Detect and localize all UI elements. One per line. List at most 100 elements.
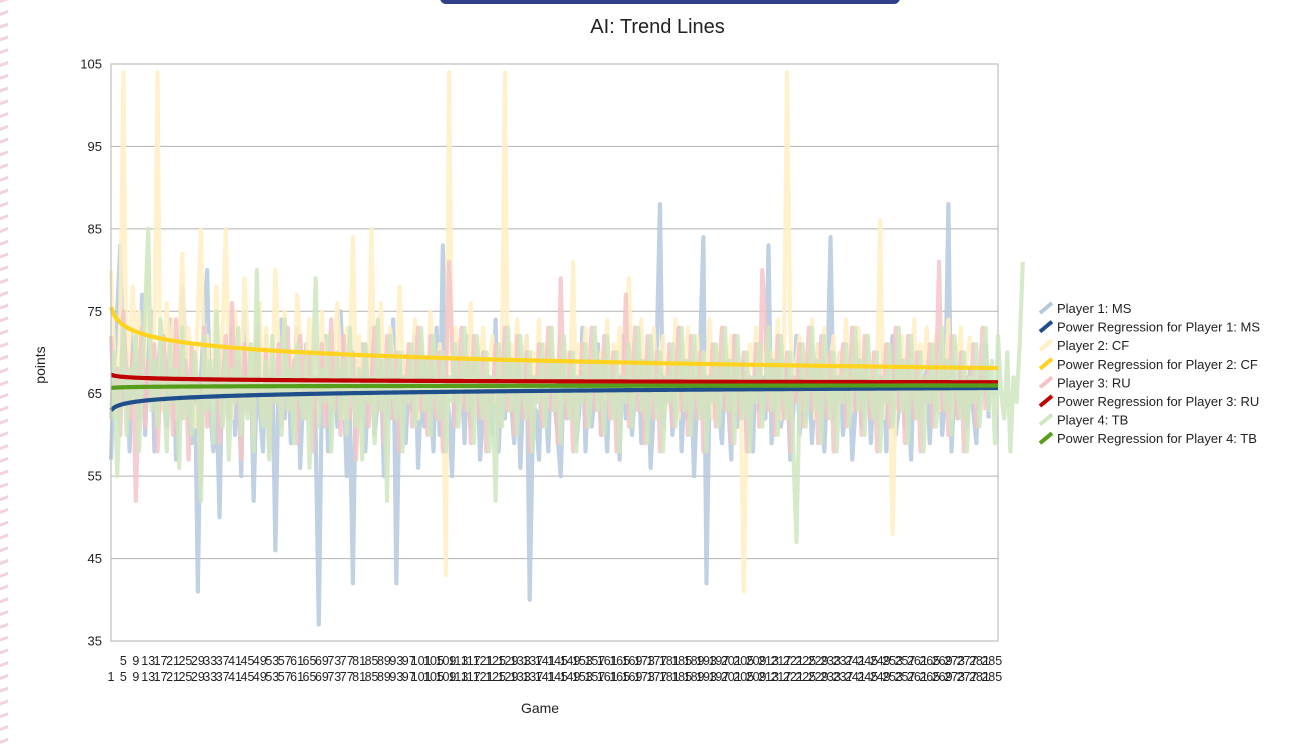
x-tick-label: 173 — [634, 670, 655, 684]
x-tick-label: 29 — [191, 654, 205, 668]
x-tick-label: 49 — [253, 670, 267, 684]
x-tick-label: 201 — [721, 654, 742, 668]
y-tick-label: 95 — [88, 139, 102, 154]
x-tick-label: 237 — [833, 670, 854, 684]
legend-entry-label: Player 2: CF — [1057, 338, 1129, 353]
trendline-2 — [109, 306, 999, 371]
x-tick-label: 73 — [327, 670, 341, 684]
x-tick-label: 157 — [584, 670, 605, 684]
chart-title: AI: Trend Lines — [590, 16, 725, 38]
x-tick-label: 109 — [436, 654, 457, 668]
x-tick-label: 97 — [402, 670, 416, 684]
x-tick-label: 1 — [108, 670, 115, 684]
x-tick-label: 93 — [389, 654, 403, 668]
x-tick-label: 145 — [547, 670, 568, 684]
x-tick-label: 145 — [547, 654, 568, 668]
x-tick-label: 277 — [957, 670, 978, 684]
x-tick-label: 277 — [957, 654, 978, 668]
x-tick-label: 285 — [981, 654, 1002, 668]
x-tick-label: 17 — [154, 654, 168, 668]
y-axis-title: points — [32, 346, 48, 383]
x-tick-label: 113 — [448, 654, 468, 668]
x-tick-label: 245 — [857, 670, 878, 684]
x-tick-label: 133 — [510, 654, 531, 668]
x-tick-label: 141 — [535, 670, 556, 684]
axes — [110, 64, 998, 642]
y-tick-label: 65 — [88, 386, 102, 401]
x-tick-label: 77 — [340, 654, 354, 668]
x-tick-label: 185 — [671, 670, 692, 684]
x-tick-label: 69 — [315, 654, 329, 668]
x-tick-label: 221 — [783, 670, 804, 684]
x-tick-label: 21 — [166, 654, 180, 668]
trendline-1 — [109, 385, 999, 412]
x-tick-label: 169 — [622, 670, 643, 684]
x-tick-label: 61 — [290, 654, 304, 668]
x-tick-label: 257 — [895, 670, 916, 684]
trendline-layer — [109, 306, 999, 412]
x-tick-label: 17 — [154, 670, 168, 684]
x-tick-label: 81 — [352, 654, 366, 668]
x-tick-label: 61 — [290, 670, 304, 684]
legend-swatch — [1038, 301, 1054, 315]
x-tick-label: 181 — [659, 654, 680, 668]
legend-entry-label: Power Regression for Player 4: TB — [1057, 431, 1257, 446]
x-tick-label: 273 — [944, 670, 965, 684]
x-tick-label: 57 — [278, 670, 292, 684]
legend-entry-label: Power Regression for Player 1: MS — [1057, 320, 1260, 335]
legend-entry-label: Player 1: MS — [1057, 301, 1132, 316]
x-tick-label: 209 — [746, 654, 767, 668]
x-tick-label: 185 — [671, 654, 692, 668]
legend-swatch — [1038, 394, 1054, 408]
legend-entry-label: Power Regression for Player 2: CF — [1057, 357, 1258, 372]
x-tick-label: 165 — [609, 670, 630, 684]
x-tick-label: 109 — [436, 670, 457, 684]
x-tick-label: 129 — [498, 670, 519, 684]
x-tick-label: 269 — [932, 670, 953, 684]
legend-swatch — [1038, 375, 1054, 389]
legend: Player 1: MS Power Regression for Player … — [1038, 301, 1260, 446]
x-tick-label: 201 — [721, 670, 742, 684]
x-tick-label: 53 — [265, 670, 279, 684]
x-tick-label: 233 — [820, 670, 841, 684]
x-tick-label: 25 — [178, 654, 192, 668]
header-banner — [440, 0, 900, 4]
legend-swatch — [1038, 413, 1054, 427]
x-tick-label: 205 — [733, 670, 754, 684]
x-tick-label: 281 — [969, 654, 990, 668]
y-axis-ticks: 35 45 55 65 75 85 95 105 — [80, 57, 102, 649]
x-tick-label: 245 — [857, 654, 878, 668]
x-axis-title: Game — [521, 700, 559, 716]
x-tick-label: 105 — [423, 670, 444, 684]
x-tick-label: 257 — [895, 654, 916, 668]
x-tick-label: 213 — [758, 670, 779, 684]
x-tick-label: 133 — [510, 670, 531, 684]
x-tick-label: 41 — [228, 670, 242, 684]
x-tick-label: 5 — [120, 670, 127, 684]
y-tick-label: 45 — [88, 551, 102, 566]
x-tick-label: 229 — [808, 670, 829, 684]
x-tick-label: 141 — [535, 654, 556, 668]
x-tick-label: 269 — [932, 654, 953, 668]
x-tick-label: 101 — [411, 670, 432, 684]
x-tick-label: 125 — [485, 654, 506, 668]
x-tick-label: 165 — [609, 654, 630, 668]
legend-entry-label: Player 4: TB — [1057, 413, 1128, 428]
x-tick-label: 273 — [944, 654, 965, 668]
x-tick-label: 93 — [389, 670, 403, 684]
x-tick-label: 121 — [473, 654, 494, 668]
x-tick-label: 41 — [228, 654, 242, 668]
x-tick-label: 13 — [141, 654, 155, 668]
x-tick-label: 153 — [572, 670, 593, 684]
y-tick-label: 85 — [88, 221, 102, 236]
x-tick-label: 181 — [659, 670, 680, 684]
x-tick-label: 89 — [377, 654, 391, 668]
legend-swatch — [1038, 357, 1054, 371]
x-axis-ticks: 1 5 9 1317212529333741454953576165697377818… — [108, 654, 1003, 684]
x-tick-label: 57 — [278, 654, 292, 668]
x-tick-label: 221 — [783, 654, 804, 668]
x-tick-label: 173 — [634, 654, 655, 668]
x-tick-label: 33 — [203, 670, 217, 684]
series-line-4 — [108, 226, 1025, 545]
